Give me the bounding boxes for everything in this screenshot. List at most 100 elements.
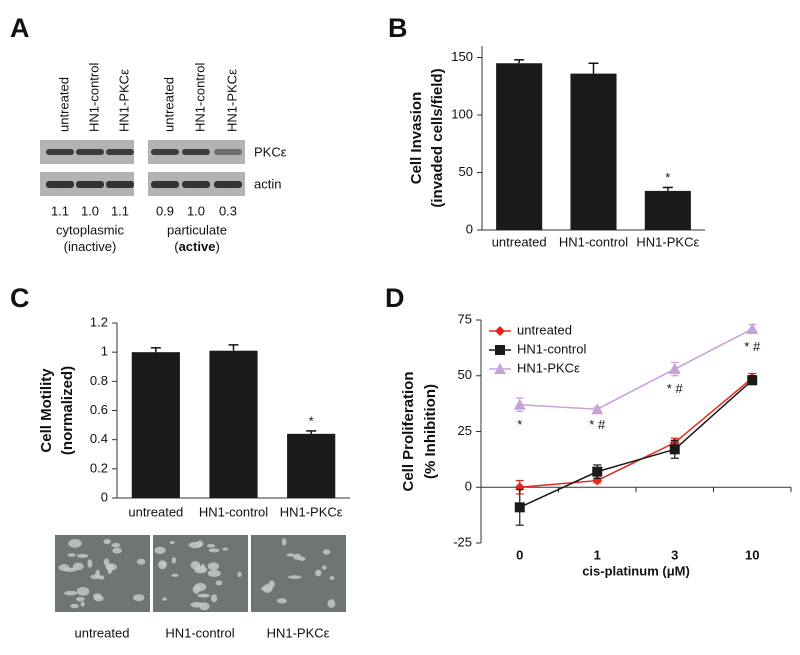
y-axis-label: (% Inhibition) <box>422 384 439 479</box>
bar <box>570 73 617 230</box>
legend-label: untreated <box>517 322 572 337</box>
cell-blob <box>194 566 208 574</box>
cell-blob <box>171 573 179 577</box>
state-part: active <box>179 239 216 254</box>
annotation: * <box>665 170 670 185</box>
state-part: ) <box>215 239 219 254</box>
blot-band <box>214 149 242 155</box>
blot-band <box>46 181 74 188</box>
cell-blob <box>58 564 70 572</box>
marker <box>513 398 526 410</box>
marker <box>494 363 506 374</box>
blot-band <box>151 181 179 188</box>
cell-blob <box>68 538 82 548</box>
micrograph-caption: HN1-PKCε <box>267 625 330 640</box>
marker <box>747 375 758 386</box>
blot-band <box>106 149 134 155</box>
cell-blob <box>237 571 242 578</box>
marker <box>495 326 505 336</box>
blot-band <box>151 149 179 155</box>
cell-blob <box>90 574 101 580</box>
y-tick-label: 0.6 <box>90 402 108 417</box>
legend-label: HN1-control <box>517 341 586 356</box>
cell-blob <box>315 569 322 577</box>
cell-blob <box>327 599 336 608</box>
state-part: (inactive) <box>64 239 117 254</box>
cell-blob <box>207 562 220 571</box>
cell-blob <box>276 598 287 604</box>
marker <box>514 502 525 513</box>
blot-band <box>214 181 242 188</box>
annotation: * # <box>667 381 684 396</box>
y-axis-label: (invaded cells/field) <box>429 68 446 207</box>
bar <box>131 352 180 498</box>
annotation: * # <box>589 417 606 432</box>
cell-blob <box>188 541 203 549</box>
cell-blob <box>199 602 210 611</box>
cell-blob <box>75 597 85 602</box>
cell-blob <box>93 595 104 602</box>
row-label: PKCε <box>254 144 287 159</box>
marker <box>591 403 604 415</box>
series-line <box>519 379 753 509</box>
legend-label: HN1-PKCε <box>517 360 580 375</box>
y-tick-label: 0 <box>465 479 472 494</box>
x-axis-label: cis-platinum (μM) <box>582 563 690 578</box>
cell-blob <box>103 558 110 566</box>
ratio-label: 1.0 <box>81 203 99 218</box>
lane-label: untreated <box>161 77 176 132</box>
x-tick-label: untreated <box>492 234 547 249</box>
bar <box>209 350 258 498</box>
lane-label: HN1-PKCε <box>224 69 239 132</box>
cell-blob <box>169 540 175 545</box>
marker <box>495 345 505 355</box>
cell-blob <box>107 565 113 575</box>
cell-blob <box>70 603 79 609</box>
ratio-label: 1.0 <box>187 203 205 218</box>
group-state: (inactive) <box>64 239 117 254</box>
cell-blob <box>321 565 327 570</box>
y-tick-label: 1.2 <box>90 314 108 329</box>
series-line <box>519 377 753 488</box>
bar <box>287 433 336 498</box>
bar <box>496 63 543 230</box>
y-tick-label: -25 <box>453 534 472 549</box>
ratio-label: 0.3 <box>219 203 237 218</box>
x-tick-label: HN1-control <box>559 234 628 249</box>
blot-band <box>76 181 104 188</box>
marker <box>592 466 603 477</box>
cell-blob <box>76 553 89 558</box>
series-line <box>519 328 753 410</box>
cell-blob <box>262 584 273 593</box>
ratio-label: 0.9 <box>156 203 174 218</box>
annotation: * <box>517 417 522 432</box>
cell-blob <box>322 549 331 555</box>
panel-letter: B <box>388 13 408 43</box>
group-label: particulate <box>167 222 227 237</box>
cell-blob <box>197 593 210 598</box>
state-part: ( <box>174 239 179 254</box>
blot-band <box>106 181 134 188</box>
micrograph <box>153 535 248 612</box>
y-tick-label: 0 <box>101 489 108 504</box>
x-tick-label: 0 <box>516 547 523 562</box>
cell-blob <box>171 557 176 564</box>
cell-blob <box>158 560 167 570</box>
annotation: * # <box>744 339 761 354</box>
cell-blob <box>281 538 287 546</box>
cell-blob <box>207 569 221 577</box>
y-tick-label: 50 <box>459 164 473 179</box>
cell-blob <box>162 597 167 601</box>
y-tick-label: 0.4 <box>90 431 108 446</box>
cell-blob <box>222 547 229 551</box>
blot-band <box>76 149 104 155</box>
marker <box>669 444 680 455</box>
lane-label: untreated <box>56 77 71 132</box>
annotation: * <box>309 413 314 428</box>
lane-label: HN1-control <box>86 63 101 132</box>
panel-letter: D <box>385 283 405 313</box>
cell-blob <box>133 594 145 602</box>
y-tick-label: 150 <box>451 49 473 64</box>
cell-blob <box>112 547 122 554</box>
